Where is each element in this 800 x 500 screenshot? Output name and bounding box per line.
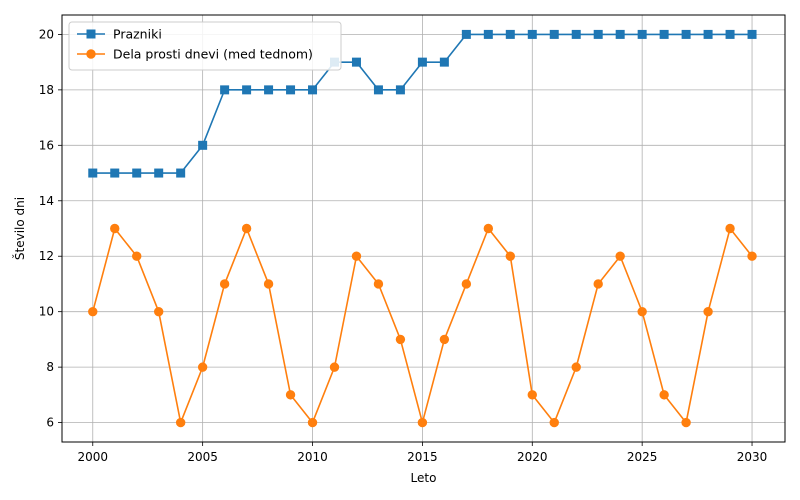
- series-1-point: [659, 29, 669, 39]
- y-tick-label: 20: [39, 27, 54, 41]
- series-2-point: [351, 251, 362, 261]
- series-2-point: [197, 362, 208, 372]
- series-2-point: [307, 417, 318, 428]
- series-1-point: [681, 29, 691, 39]
- series-2-point: [461, 279, 472, 289]
- series-2-point: [483, 223, 494, 234]
- series-2-point: [132, 251, 142, 261]
- y-tick-label: 18: [39, 83, 54, 97]
- series-2-point: [417, 417, 428, 428]
- y-tick-label: 14: [39, 194, 54, 208]
- series-2: [88, 223, 757, 428]
- series-1-point: [154, 168, 164, 178]
- series-2-point: [615, 251, 625, 261]
- series-1-point: [132, 168, 142, 178]
- series-2-point: [549, 417, 559, 428]
- series-2-point: [329, 362, 340, 372]
- legend-label: Dela prosti dnevi (med tednom): [113, 47, 313, 62]
- series-1-point: [308, 85, 318, 95]
- series-1-point: [637, 29, 647, 39]
- series-layer: [88, 29, 757, 428]
- series-1-point: [593, 29, 603, 39]
- series-2-point: [571, 362, 581, 372]
- series-1-point: [417, 57, 427, 67]
- series-1-point: [88, 168, 98, 178]
- grid: [62, 15, 785, 442]
- series-2-point: [175, 417, 186, 428]
- series-1-point: [571, 29, 581, 39]
- series-2-point: [505, 251, 516, 261]
- legend-marker: [86, 49, 96, 59]
- x-tick-label: 2025: [627, 450, 658, 464]
- series-2-point: [285, 390, 296, 400]
- series-2-point: [219, 279, 230, 289]
- series-2-point: [637, 306, 647, 317]
- series-2-point: [263, 279, 274, 289]
- y-tick-label: 10: [39, 305, 54, 319]
- y-tick-label: 16: [39, 138, 54, 152]
- series-2-point: [747, 251, 757, 261]
- series-1-point: [198, 140, 208, 150]
- series-1-point: [373, 85, 383, 95]
- series-1-point: [351, 57, 361, 67]
- series-2-point: [88, 306, 98, 317]
- plot-frame: [61, 14, 786, 443]
- series-2-point: [241, 223, 252, 234]
- y-tick-label: 6: [46, 416, 54, 430]
- series-1-point: [703, 29, 713, 39]
- series-2-point: [725, 223, 735, 234]
- series-2-point: [373, 279, 384, 289]
- series-2-point: [681, 417, 691, 428]
- series-1-point: [461, 29, 471, 39]
- series-1-point: [264, 85, 274, 95]
- series-2-point: [593, 279, 603, 289]
- series-2-point: [153, 306, 164, 317]
- series-1-point: [286, 85, 296, 95]
- x-tick-label: 2005: [187, 450, 218, 464]
- series-1-point: [176, 168, 186, 178]
- x-tick-label: 2030: [737, 450, 768, 464]
- legend-marker: [86, 29, 96, 39]
- series-1-point: [395, 85, 405, 95]
- x-tick-label: 2000: [77, 450, 108, 464]
- series-2-point: [439, 334, 450, 345]
- x-tick-label: 2015: [407, 450, 438, 464]
- x-axis-title: Leto: [411, 471, 437, 485]
- series-1-point: [439, 57, 449, 67]
- legend-box: [68, 21, 342, 71]
- x-tick-label: 2020: [517, 450, 548, 464]
- series-1-point: [615, 29, 625, 39]
- ticks: 2000 2005 2010 2015 2020 2025 2030 6 8 10 12 14 16 18…: [39, 27, 768, 464]
- x-tick-label: 2010: [297, 450, 328, 464]
- series-1-point: [527, 29, 537, 39]
- series-2-point: [659, 390, 669, 400]
- series-1-point: [505, 29, 515, 39]
- series-1-point: [110, 168, 120, 178]
- series-2-point: [527, 390, 537, 400]
- y-tick-label: 8: [46, 360, 54, 374]
- legend-label: Prazniki: [113, 27, 162, 42]
- series-1-point: [242, 85, 252, 95]
- series-2-point: [395, 334, 406, 345]
- series-2-point: [703, 306, 713, 317]
- series-1-point: [483, 29, 493, 39]
- series-1-point: [725, 29, 735, 39]
- y-tick-label: 12: [39, 249, 54, 263]
- legend: Prazniki Dela prosti dnevi (med tednom): [68, 21, 342, 71]
- y-axis-title: Število dni: [12, 197, 27, 260]
- series-2-point: [110, 223, 120, 234]
- series-1-point: [747, 29, 757, 39]
- series-1-point: [549, 29, 559, 39]
- series-1-point: [220, 85, 230, 95]
- series-1: [88, 29, 757, 178]
